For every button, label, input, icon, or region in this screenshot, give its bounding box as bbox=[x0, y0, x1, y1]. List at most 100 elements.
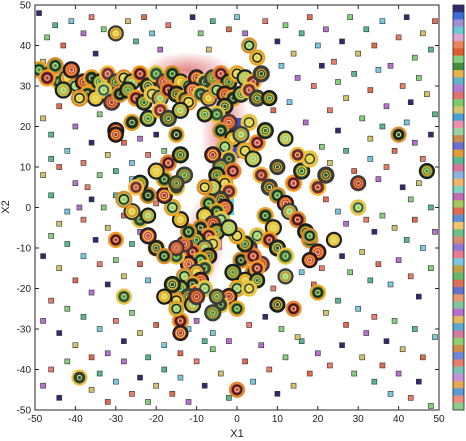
cluster-circle-point bbox=[179, 223, 198, 241]
square-point bbox=[137, 374, 143, 381]
square-point bbox=[306, 14, 313, 20]
square-point bbox=[278, 62, 285, 69]
colorbar-segment bbox=[453, 26, 464, 35]
square-point bbox=[76, 204, 83, 211]
colorbar-segment bbox=[453, 388, 464, 396]
square-point bbox=[145, 399, 151, 405]
x-tick-label: 40 bbox=[393, 414, 405, 425]
square-point bbox=[383, 338, 390, 344]
cluster-circle-point bbox=[171, 211, 190, 229]
square-point bbox=[262, 18, 269, 25]
square-point bbox=[351, 71, 357, 77]
square-point bbox=[298, 338, 305, 344]
square-point bbox=[100, 204, 107, 211]
square-point bbox=[319, 265, 325, 272]
square-point bbox=[242, 30, 248, 37]
colorbar-segment bbox=[453, 164, 464, 172]
square-point bbox=[375, 261, 382, 268]
square-point bbox=[319, 62, 325, 69]
cluster-circle-point bbox=[224, 263, 242, 281]
square-point bbox=[84, 184, 91, 191]
cluster-circle-point bbox=[256, 207, 274, 225]
isolated-circle-point bbox=[390, 126, 407, 143]
square-point bbox=[379, 362, 386, 369]
isolated-circle-point bbox=[301, 227, 318, 244]
square-point bbox=[270, 285, 277, 292]
colorbar-segment bbox=[453, 62, 464, 71]
isolated-circle-point bbox=[285, 300, 302, 317]
square-point bbox=[121, 273, 127, 280]
square-point bbox=[218, 370, 224, 377]
square-point bbox=[145, 152, 151, 158]
square-point bbox=[64, 358, 71, 365]
square-point bbox=[383, 103, 390, 110]
colorbar-segment bbox=[453, 156, 464, 165]
cluster-circle-point bbox=[54, 81, 72, 99]
cluster-circle-point bbox=[159, 109, 177, 128]
cluster-circle-point bbox=[115, 190, 133, 208]
square-point bbox=[343, 95, 349, 101]
square-point bbox=[145, 354, 151, 361]
square-point bbox=[403, 237, 410, 243]
cluster-circle-point bbox=[240, 113, 258, 132]
cluster-circle-point bbox=[147, 162, 165, 180]
y-tick-label: -20 bbox=[17, 284, 32, 295]
square-point bbox=[48, 192, 54, 199]
square-point bbox=[80, 160, 87, 166]
colorbar-segment bbox=[453, 243, 464, 252]
square-point bbox=[121, 358, 127, 365]
square-point bbox=[407, 273, 414, 280]
colorbar-segment bbox=[453, 366, 464, 375]
square-point bbox=[343, 148, 349, 154]
square-point bbox=[209, 18, 216, 25]
square-point bbox=[121, 338, 127, 344]
square-point bbox=[56, 164, 63, 170]
square-point bbox=[415, 180, 422, 186]
colorbar-segment bbox=[453, 381, 464, 389]
y-tick-label: 10 bbox=[20, 163, 32, 174]
colorbar-segment bbox=[453, 106, 464, 114]
square-point bbox=[226, 338, 232, 344]
square-point bbox=[177, 350, 184, 357]
square-point bbox=[351, 168, 357, 174]
x-tick-label: -30 bbox=[109, 414, 124, 425]
square-point bbox=[286, 99, 293, 105]
isolated-circle-point bbox=[196, 106, 213, 123]
cluster-circle-point bbox=[188, 288, 206, 306]
square-point bbox=[323, 309, 329, 316]
square-point bbox=[40, 318, 46, 324]
square-point bbox=[411, 54, 418, 61]
square-point bbox=[113, 378, 119, 385]
colorbar-segment bbox=[453, 5, 464, 13]
square-point bbox=[298, 30, 305, 37]
cluster-circle-point bbox=[171, 101, 190, 119]
square-point bbox=[367, 87, 374, 93]
square-point bbox=[379, 18, 386, 25]
cluster-circle-point bbox=[38, 69, 56, 87]
y-axis-label: X2 bbox=[0, 200, 12, 213]
square-point bbox=[339, 342, 345, 349]
square-point bbox=[40, 382, 46, 389]
square-point bbox=[129, 160, 135, 166]
square-point bbox=[96, 261, 103, 268]
square-point bbox=[367, 156, 374, 162]
cluster-circle-point bbox=[62, 61, 80, 79]
colorbar-segment bbox=[453, 315, 464, 324]
isolated-circle-point bbox=[172, 324, 189, 342]
square-point bbox=[428, 131, 434, 138]
cluster-circle-point bbox=[123, 202, 141, 221]
colorbar-segment bbox=[453, 113, 464, 122]
square-point bbox=[420, 30, 426, 37]
square-point bbox=[371, 378, 378, 385]
isolated-circle-point bbox=[277, 268, 294, 285]
square-point bbox=[274, 390, 281, 397]
isolated-circle-point bbox=[127, 179, 145, 196]
square-point bbox=[133, 38, 139, 45]
square-point bbox=[420, 245, 426, 251]
isolated-circle-point bbox=[107, 231, 124, 248]
square-point bbox=[432, 18, 438, 25]
square-point bbox=[298, 269, 305, 276]
square-point bbox=[88, 14, 95, 20]
square-point bbox=[80, 30, 87, 37]
